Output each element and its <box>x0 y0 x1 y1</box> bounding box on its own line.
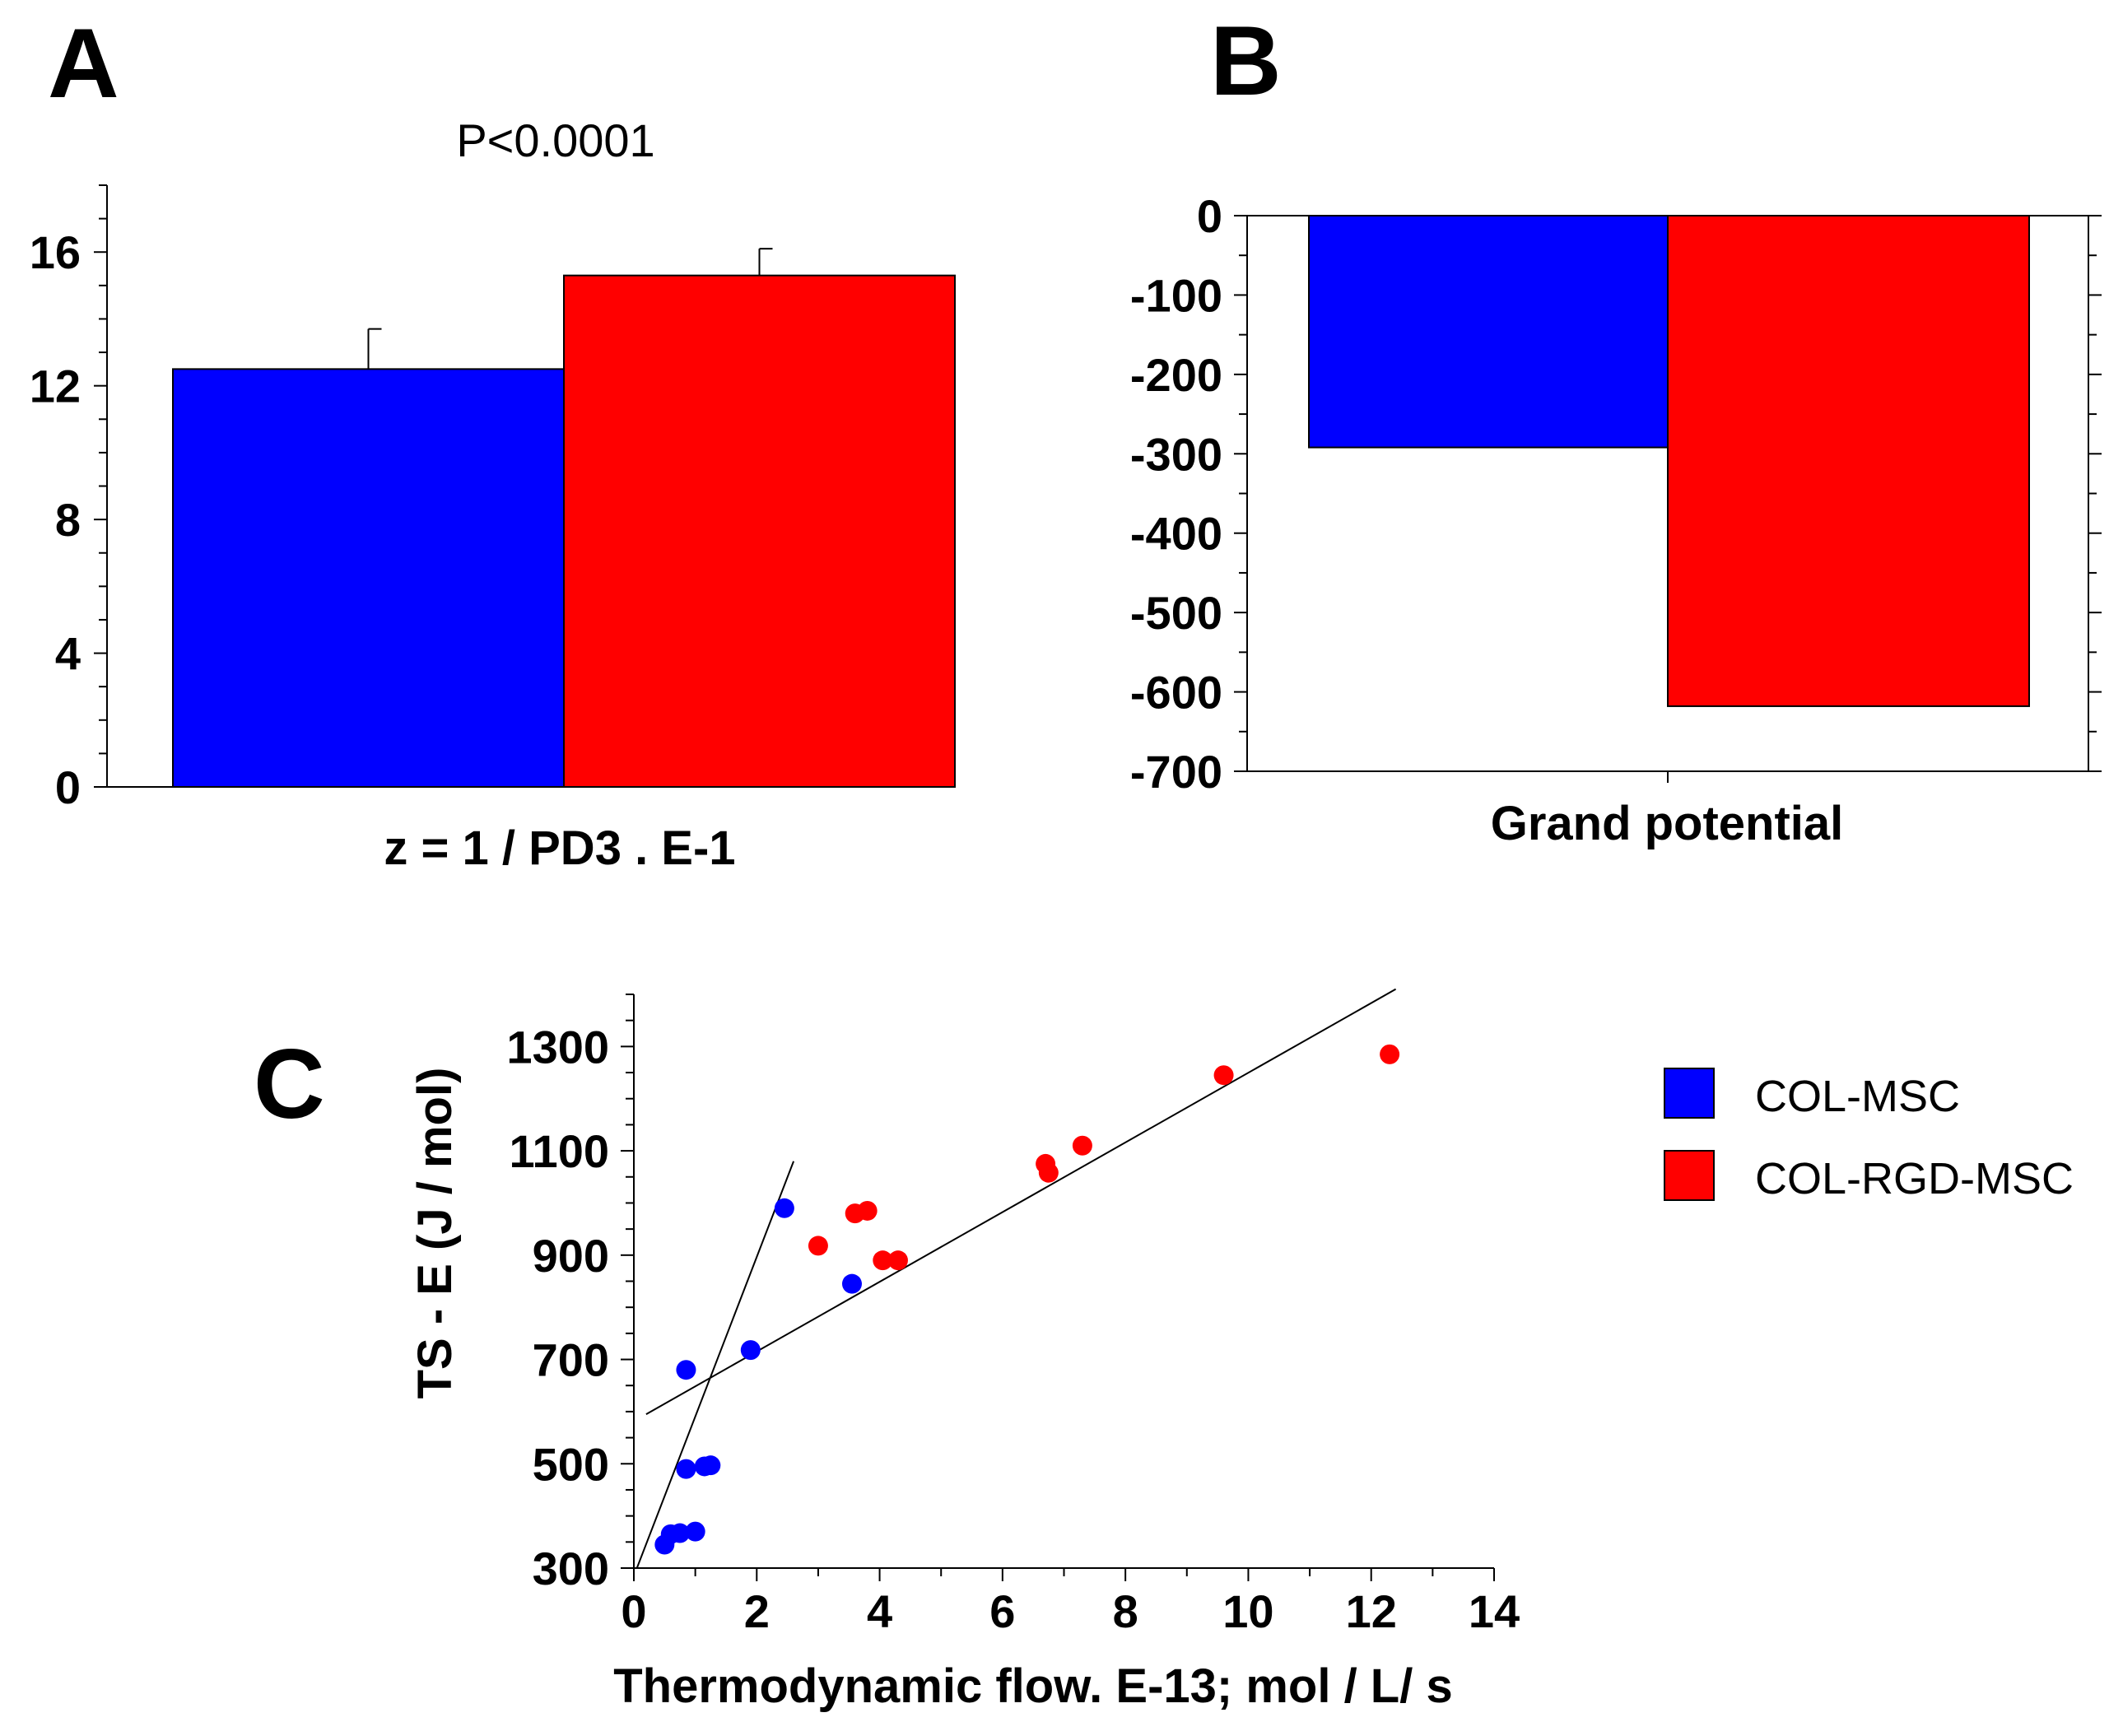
point-col-msc <box>701 1455 721 1476</box>
y-tick-label-a: 16 <box>30 226 81 278</box>
x-tick-label-c: 10 <box>1222 1585 1273 1637</box>
y-tick-label-b: -200 <box>1130 349 1222 401</box>
point-col-rgd-msc <box>1213 1065 1234 1086</box>
legend: COL-MSC COL-RGD-MSC <box>1664 1068 2074 1203</box>
y-tick-label-a: 4 <box>55 628 81 680</box>
point-col-rgd-msc <box>1072 1135 1092 1156</box>
x-axis-title-c: Thermodynamic flow. E-13; mol / L/ s <box>613 1659 1452 1713</box>
point-col-msc <box>676 1459 696 1479</box>
y-tick-label-b: -400 <box>1130 508 1222 560</box>
panel-label-c: C <box>254 1029 325 1139</box>
y-tick-label-c: 900 <box>533 1230 609 1282</box>
point-col-msc <box>841 1273 862 1294</box>
fit-line-shallow <box>645 988 1397 1415</box>
bar-b-col-msc <box>1308 215 1669 449</box>
y-tick-labels-a: 0 4 8 12 16 <box>30 226 81 813</box>
y-tick-label-b: -100 <box>1130 269 1222 321</box>
y-tick-label-b: -700 <box>1130 746 1222 798</box>
y-tick-label-c: 1300 <box>506 1021 609 1073</box>
y-tick-label-b: -600 <box>1130 667 1222 719</box>
y-tick-label-a: 8 <box>55 494 81 546</box>
y-tick-label-c: 1100 <box>510 1125 610 1177</box>
significance-annotation: P<0.0001 <box>456 114 654 166</box>
point-col-rgd-msc <box>808 1236 828 1256</box>
y-tick-labels-c: 300 500 700 900 1100 1300 <box>506 1021 609 1594</box>
x-tick-label-c: 14 <box>1469 1585 1520 1637</box>
y-axis-title-c: TS - E (J / mol) <box>408 1068 462 1399</box>
bars-b <box>1308 215 2030 707</box>
point-col-rgd-msc <box>873 1250 893 1271</box>
panel-label-b: B <box>1210 6 1282 116</box>
bars-a <box>172 248 956 788</box>
legend-label-col-rgd-msc: COL-RGD-MSC <box>1755 1154 2074 1203</box>
legend-swatch-col-rgd-msc <box>1664 1150 1715 1201</box>
point-col-msc <box>685 1521 705 1542</box>
y-axis-a <box>94 184 619 788</box>
x-tick-label-c: 6 <box>989 1585 1015 1637</box>
panel-b: B 0 -100 -200 -300 -400 -500 -600 -700 Grand po… <box>1130 6 2102 850</box>
x-tick-labels-c: 0 2 4 6 8 10 12 14 <box>621 1585 1520 1637</box>
point-col-rgd-msc <box>857 1200 878 1221</box>
x-axis-title-b: Grand potential <box>1491 797 1844 850</box>
legend-label-col-msc: COL-MSC <box>1755 1072 1960 1121</box>
x-axis-title-a: z = 1 / PD3 . E-1 <box>384 821 735 875</box>
y-tick-label-c: 300 <box>533 1543 609 1594</box>
y-tick-label-a: 0 <box>55 761 81 813</box>
scatter-points-c <box>654 1044 1400 1555</box>
y-tick-label-c: 700 <box>533 1334 609 1386</box>
axes-b <box>1234 215 2102 783</box>
x-tick-label-c: 0 <box>621 1585 646 1637</box>
x-tick-label-c: 2 <box>744 1585 770 1637</box>
legend-swatch-col-msc <box>1664 1068 1715 1119</box>
bar-b-col-rgd-msc <box>1667 215 2030 707</box>
panel-label-a: A <box>48 8 119 119</box>
axes-c <box>621 994 1495 1581</box>
point-col-msc <box>669 1523 690 1543</box>
y-tick-label-b: -500 <box>1130 587 1222 639</box>
y-tick-label-b: -300 <box>1130 428 1222 480</box>
point-col-rgd-msc <box>1380 1044 1400 1064</box>
y-tick-label-c: 500 <box>533 1438 609 1490</box>
point-col-msc <box>774 1198 794 1218</box>
bar-a-col-rgd-msc <box>563 274 956 788</box>
point-col-msc <box>740 1340 761 1361</box>
x-tick-label-c: 8 <box>1113 1585 1138 1637</box>
point-col-rgd-msc <box>1038 1162 1059 1183</box>
point-col-rgd-msc <box>887 1250 908 1271</box>
fit-line-steep <box>635 1161 795 1569</box>
panel-a: A P<0.0001 0 4 8 12 16 z = 1 / PD3 . E-1 <box>30 8 956 875</box>
x-tick-label-c: 12 <box>1346 1585 1397 1637</box>
y-tick-labels-b: 0 -100 -200 -300 -400 -500 -600 -700 <box>1130 190 1222 798</box>
fit-lines-c <box>635 988 1397 1569</box>
y-tick-label-a: 12 <box>30 361 81 412</box>
bar-a-col-msc <box>172 368 565 788</box>
point-col-msc <box>676 1360 696 1380</box>
x-tick-label-c: 4 <box>867 1585 892 1637</box>
panel-c: C 0 2 4 6 8 10 12 14 300 500 700 900 1100 1300 Therm… <box>254 988 2074 1713</box>
y-tick-label-b: 0 <box>1197 190 1222 242</box>
